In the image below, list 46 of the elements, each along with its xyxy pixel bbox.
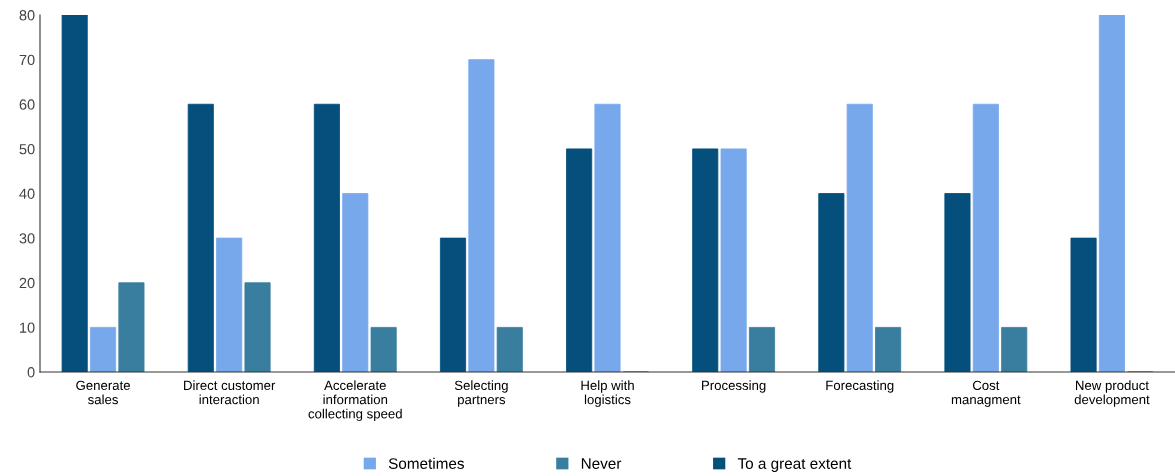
x-tick-label: Selecting partners — [454, 380, 508, 407]
bar — [496, 326, 523, 372]
bar — [720, 148, 747, 372]
y-tick-label: 30 — [19, 233, 35, 244]
bar — [244, 282, 271, 372]
y-tick-label: 70 — [19, 54, 35, 66]
bar — [187, 103, 214, 372]
bar — [1001, 326, 1028, 372]
legend-label: Never — [581, 458, 622, 469]
legend-label: To a great extent — [737, 458, 852, 472]
x-tick-label: Forecasting — [826, 380, 894, 393]
bar — [944, 193, 971, 372]
bar — [370, 326, 397, 372]
bar — [748, 326, 776, 372]
bar — [1098, 15, 1125, 372]
bar — [90, 326, 117, 372]
bar — [566, 148, 593, 372]
bar — [846, 103, 873, 372]
x-tick-label: Help with logistics — [581, 380, 634, 407]
x-tick-label: Generate sales — [76, 380, 130, 405]
bar — [468, 59, 495, 372]
bar — [216, 237, 243, 372]
x-tick-label: Processing — [702, 380, 766, 393]
bar — [313, 103, 340, 372]
x-tick-label: Accelerate information collecting speed — [308, 380, 402, 422]
bar — [61, 15, 88, 372]
y-tick-label: 20 — [19, 277, 35, 289]
y-tick-label: 40 — [19, 188, 35, 199]
bar — [342, 193, 369, 372]
bar — [439, 237, 467, 372]
x-tick-label: New product development — [1074, 380, 1150, 407]
x-tick-label: Cost managment — [951, 380, 1021, 407]
y-tick-label: 50 — [19, 143, 35, 155]
y-tick-label: 80 — [19, 10, 35, 21]
bar — [594, 103, 621, 372]
x-tick-label: Direct customer interaction — [184, 380, 276, 405]
bar — [818, 193, 845, 372]
bar — [118, 282, 145, 372]
y-tick-label: 10 — [20, 322, 35, 333]
bar — [1070, 237, 1097, 372]
legend-label: Sometimes — [388, 457, 464, 469]
bar — [875, 326, 902, 372]
y-tick-label: 60 — [19, 99, 35, 110]
y-tick-label: 0 — [27, 367, 35, 378]
bar — [972, 103, 999, 372]
bar — [692, 148, 719, 372]
